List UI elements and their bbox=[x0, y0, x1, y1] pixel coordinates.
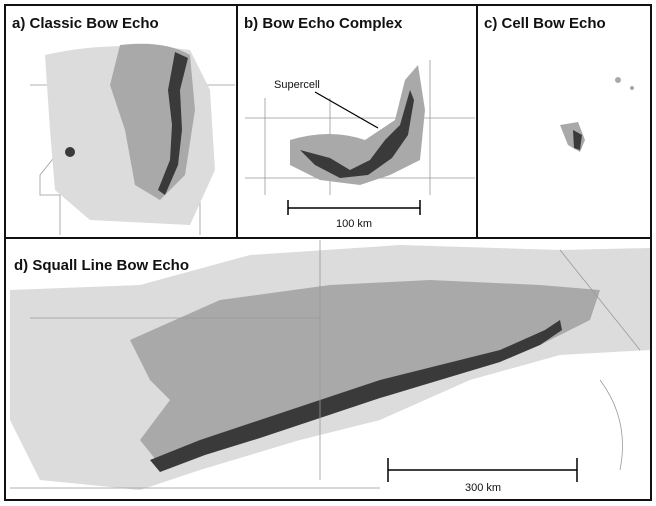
scale-label: 300 km bbox=[465, 482, 501, 494]
panel-title: c) Cell Bow Echo bbox=[484, 15, 606, 32]
panel-title: d) Squall Line Bow Echo bbox=[14, 257, 189, 274]
scale-label: 100 km bbox=[336, 218, 372, 230]
annotation: Supercell bbox=[274, 79, 320, 91]
radar-cell bbox=[615, 77, 621, 83]
radar-cell bbox=[630, 86, 634, 90]
panel-title: a) Classic Bow Echo bbox=[12, 15, 159, 32]
radar-cell bbox=[65, 147, 75, 157]
figure: Supercell 100 km 300 km a) Classic Bow E… bbox=[0, 0, 656, 506]
panel-title: b) Bow Echo Complex bbox=[244, 15, 403, 32]
